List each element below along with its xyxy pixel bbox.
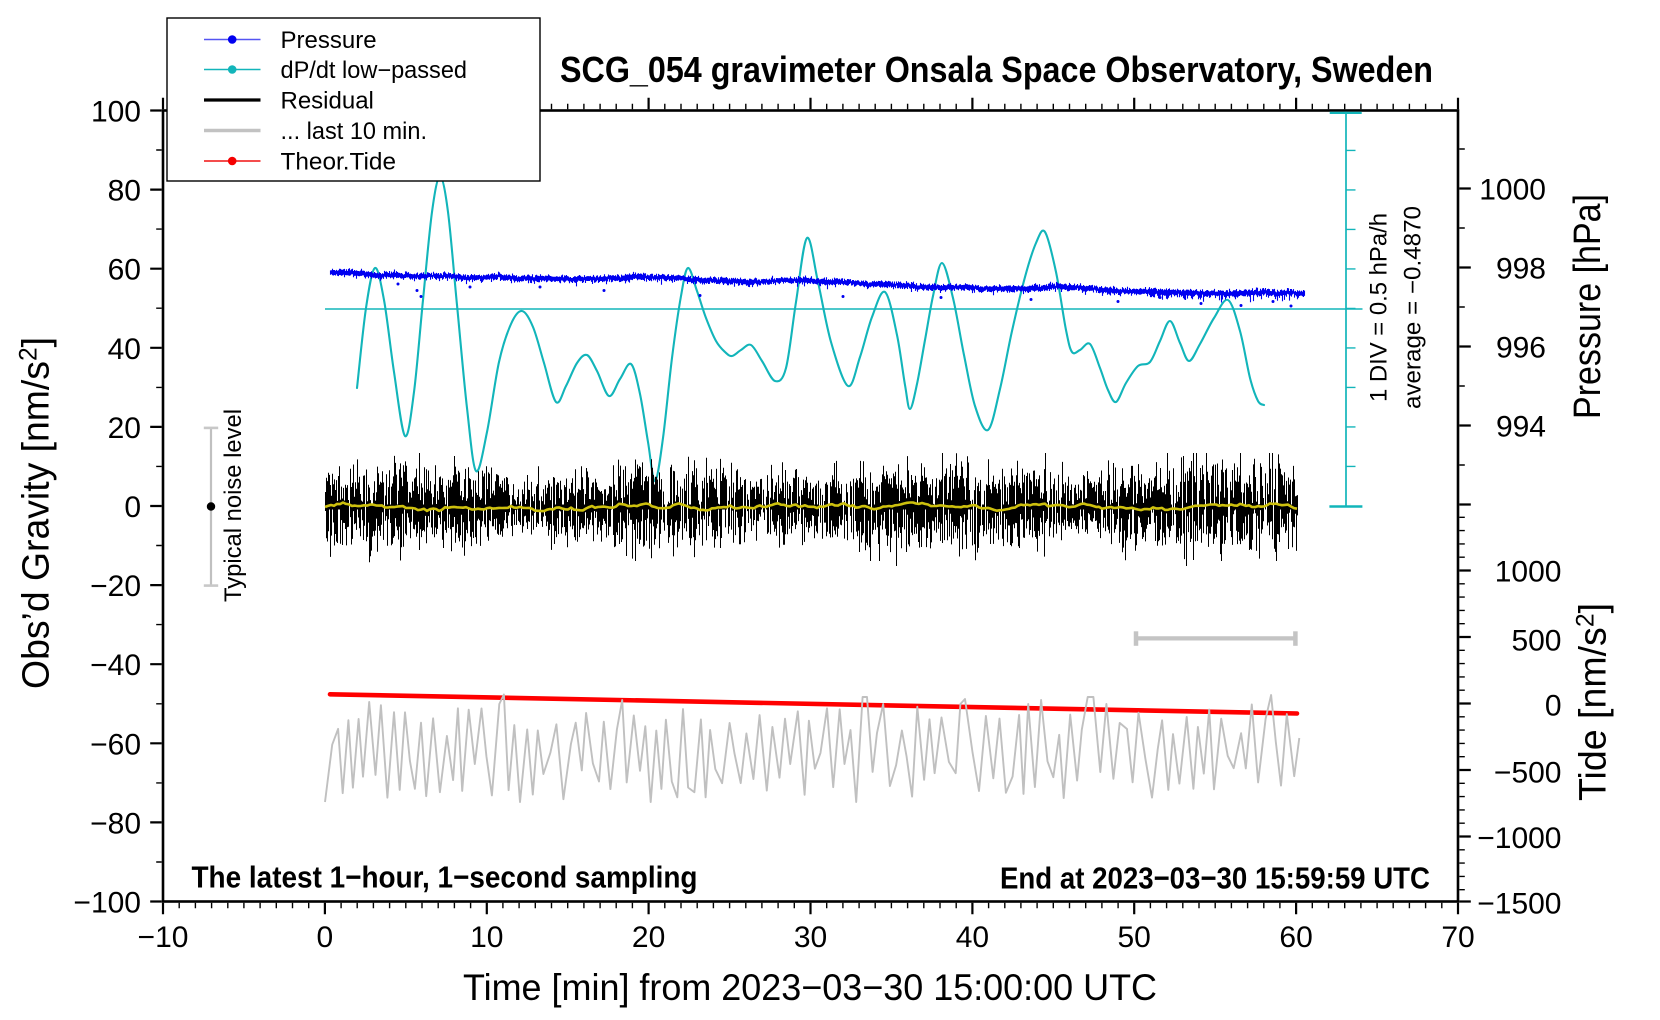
svg-text:dP/dt low−passed: dP/dt low−passed <box>281 57 468 84</box>
svg-text:−1500: −1500 <box>1477 888 1561 921</box>
svg-text:1000: 1000 <box>1479 174 1546 207</box>
svg-text:−100: −100 <box>73 887 141 920</box>
svg-text:50: 50 <box>1118 921 1151 954</box>
svg-text:−40: −40 <box>90 649 141 682</box>
svg-text:100: 100 <box>91 96 141 129</box>
svg-text:0: 0 <box>1545 690 1562 723</box>
svg-text:End at 2023−03−30 15:59:59 UTC: End at 2023−03−30 15:59:59 UTC <box>1000 861 1430 896</box>
svg-text:1000: 1000 <box>1495 555 1562 588</box>
svg-text:20: 20 <box>108 412 141 445</box>
svg-text:70: 70 <box>1441 921 1474 954</box>
svg-text:−1000: −1000 <box>1477 822 1561 855</box>
svg-text:Residual: Residual <box>281 87 374 114</box>
svg-text:20: 20 <box>632 921 665 954</box>
svg-text:SCG_054 gravimeter Onsala Spac: SCG_054 gravimeter Onsala Space Observat… <box>560 49 1433 90</box>
svg-text:60: 60 <box>1279 921 1312 954</box>
svg-text:Tide [nm/s2]: Tide [nm/s2] <box>1572 603 1615 801</box>
svg-text:Typical noise level: Typical noise level <box>220 409 247 602</box>
svg-text:996: 996 <box>1496 332 1546 365</box>
svg-text:10: 10 <box>470 921 503 954</box>
svg-text:994: 994 <box>1496 411 1546 444</box>
svg-text:The latest 1−hour, 1−second sa: The latest 1−hour, 1−second sampling <box>192 860 698 895</box>
svg-text:500: 500 <box>1511 625 1561 658</box>
svg-text:1 DIV = 0.5 hPa/h: 1 DIV = 0.5 hPa/h <box>1366 213 1393 402</box>
svg-text:0: 0 <box>317 921 334 954</box>
svg-text:30: 30 <box>794 921 827 954</box>
svg-text:−20: −20 <box>90 570 141 603</box>
svg-text:Obs’d Gravity [nm/s2]: Obs’d Gravity [nm/s2] <box>15 337 58 689</box>
svg-text:Pressure: Pressure <box>281 27 377 54</box>
svg-text:Theor.Tide: Theor.Tide <box>281 148 397 175</box>
svg-text:998: 998 <box>1496 253 1546 286</box>
svg-text:−80: −80 <box>90 807 141 840</box>
svg-text:0: 0 <box>124 491 141 524</box>
svg-text:−60: −60 <box>90 728 141 761</box>
svg-text:average = −0.4870: average = −0.4870 <box>1400 206 1427 409</box>
svg-text:40: 40 <box>956 921 989 954</box>
svg-text:Pressure [hPa]: Pressure [hPa] <box>1567 194 1609 419</box>
svg-text:40: 40 <box>108 333 141 366</box>
svg-text:... last 10 min.: ... last 10 min. <box>281 118 428 145</box>
svg-text:−10: −10 <box>138 921 189 954</box>
svg-text:80: 80 <box>108 175 141 208</box>
svg-text:−500: −500 <box>1494 757 1562 790</box>
svg-text:Time [min] from 2023−03−30 15:: Time [min] from 2023−03−30 15:00:00 UTC <box>463 967 1157 1008</box>
svg-text:60: 60 <box>108 254 141 287</box>
